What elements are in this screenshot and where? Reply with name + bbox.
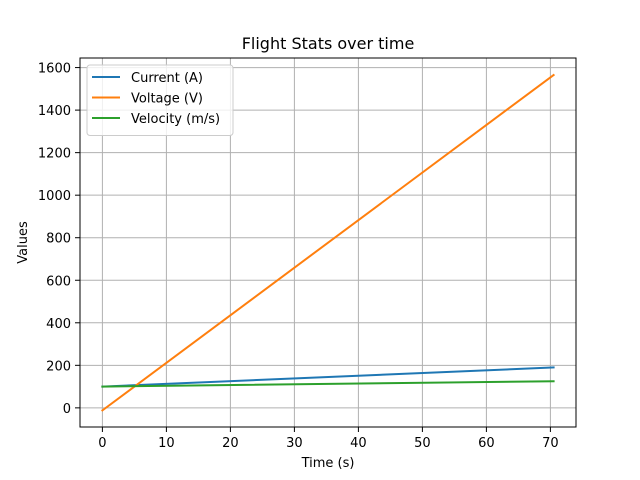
x-tick-label: 40 — [350, 436, 367, 451]
y-tick-label: 800 — [46, 232, 71, 247]
x-tick-label: 70 — [542, 436, 559, 451]
axis-ticks: 0 10 20 30 40 50 60 70 0 200 400 600 800 1000 1200 1400… — [38, 62, 559, 451]
y-tick-label: 600 — [46, 274, 71, 289]
series-lines — [101, 73, 555, 412]
y-tick-label: 1600 — [38, 62, 71, 77]
y-tick-label: 0 — [63, 402, 71, 417]
legend-label: Voltage (V) — [131, 92, 203, 107]
x-tick-label: 20 — [222, 436, 239, 451]
legend-box — [86, 64, 234, 136]
x-tick-label: 30 — [286, 436, 303, 451]
x-tick-label: 60 — [478, 436, 495, 451]
legend: Current (A) Voltage (V) Velocity (m/s) — [86, 64, 234, 136]
x-tick-label: 10 — [158, 436, 175, 451]
y-tick-label: 200 — [46, 359, 71, 374]
x-tick-label: 0 — [98, 436, 106, 451]
x-axis-label: Time (s) — [301, 456, 355, 471]
legend-label: Current (A) — [131, 71, 203, 86]
chart-title: Flight Stats over time — [242, 34, 415, 53]
y-tick-label: 1200 — [38, 147, 71, 162]
plot-frame — [79, 57, 577, 428]
x-tick-label: 50 — [414, 436, 431, 451]
legend-label: Velocity (m/s) — [131, 112, 220, 127]
series-line-voltage-v — [101, 73, 555, 412]
y-tick-label: 400 — [46, 317, 71, 332]
y-tick-label: 1400 — [38, 104, 71, 119]
series-line-current-a — [101, 366, 555, 388]
y-axis-label: Values — [16, 221, 31, 264]
y-tick-label: 1000 — [38, 189, 71, 204]
series-line-velocity-m-s — [101, 380, 555, 388]
